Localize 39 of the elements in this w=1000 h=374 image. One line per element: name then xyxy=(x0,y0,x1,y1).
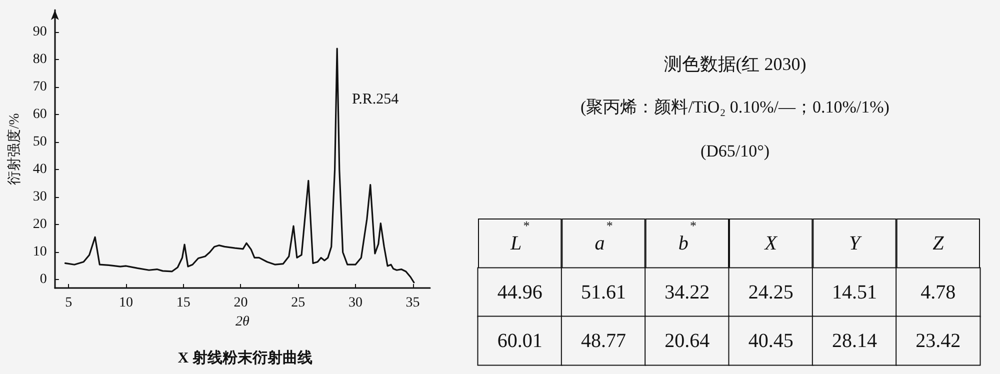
x-tick-label: b* xyxy=(678,218,696,254)
text: X 射线粉末衍射曲线 xyxy=(178,350,312,366)
x-tick-label: 10 xyxy=(119,296,134,310)
x-tick-label: Y xyxy=(848,232,862,254)
data-label: 20.64 xyxy=(664,330,710,352)
y-axis-title: 衍射强度/% xyxy=(6,112,22,185)
data-label: 23.42 xyxy=(916,330,961,352)
chart-title: 测色数据(红 2030) xyxy=(664,54,806,74)
data-label: 34.22 xyxy=(664,281,710,304)
x-tick-label: 25 xyxy=(291,296,306,310)
data-label: 4.78 xyxy=(920,281,956,304)
x-tick-label: 15 xyxy=(176,296,190,310)
x-tick-label: a* xyxy=(594,218,613,254)
data-label: 51.61 xyxy=(581,281,626,304)
x-axis-title: 2θ xyxy=(236,314,250,330)
x-tick-label: 5 xyxy=(65,296,72,310)
data-label: 44.96 xyxy=(497,281,542,304)
y-tick-label: 40 xyxy=(32,162,47,178)
y-tick-label: 80 xyxy=(32,52,47,68)
data-label: 48.77 xyxy=(581,330,626,352)
y-tick-label: 30 xyxy=(32,190,47,205)
data-label: 24.25 xyxy=(748,281,794,304)
x-tick-label: 35 xyxy=(406,296,420,310)
data-label: 40.45 xyxy=(748,330,794,352)
text: (聚丙烯：颜料/TiO₂ 0.10%/—；0.10%/1%) (D65/10°) xyxy=(580,98,890,160)
data-label: 28.14 xyxy=(832,330,877,352)
x-tick-label: 20 xyxy=(234,296,248,310)
y-tick-label: 90 xyxy=(32,24,47,40)
annotation: P.R.254 xyxy=(352,92,400,108)
x-tick-label: X xyxy=(764,232,778,254)
data-label: 60.01 xyxy=(497,330,542,352)
y-tick-label: 70 xyxy=(32,80,47,95)
y-tick-label: 60 xyxy=(32,107,47,122)
x-tick-label: Z xyxy=(932,232,945,254)
x-tick-label: 30 xyxy=(348,296,362,310)
y-tick-label: 50 xyxy=(32,134,47,150)
data-label: 14.51 xyxy=(832,281,877,304)
y-tick-label: 0 xyxy=(40,272,47,288)
x-tick-label: L* xyxy=(510,218,530,254)
